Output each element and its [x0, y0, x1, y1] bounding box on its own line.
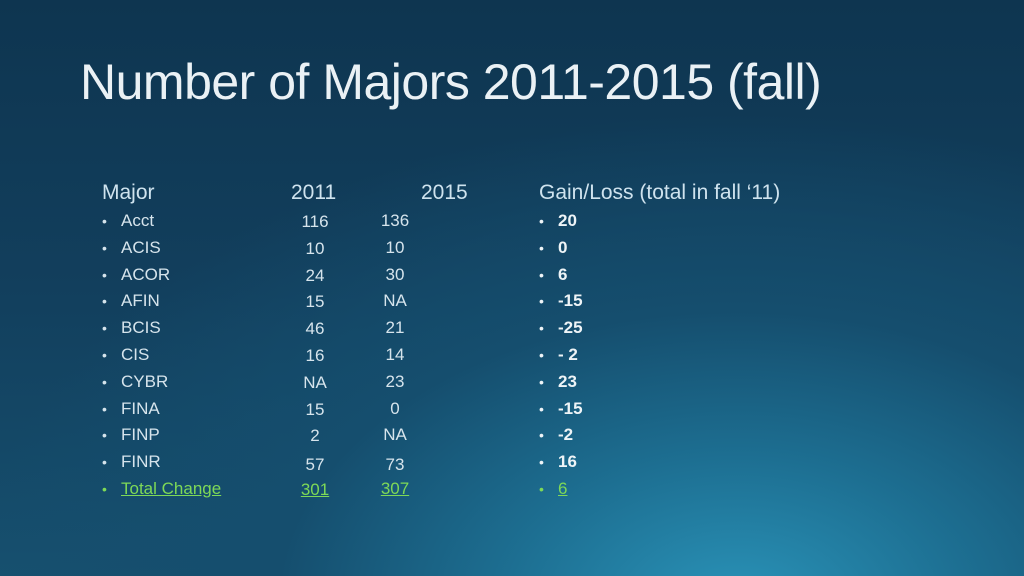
- bullet: •: [539, 427, 544, 444]
- bullet: •: [102, 213, 107, 229]
- bullet: •: [102, 427, 107, 444]
- bullet: •: [102, 293, 107, 310]
- value-2011: 10: [305, 238, 325, 258]
- list-item: • -25: [537, 315, 657, 342]
- slide-title: Number of Majors 2011-2015 (fall): [80, 54, 822, 110]
- total-change-label: Total Change: [121, 478, 222, 498]
- bullet: •: [539, 293, 544, 310]
- major-name: ACOR: [121, 264, 171, 284]
- bullet: •: [102, 454, 107, 471]
- bullet: •: [539, 454, 544, 471]
- bullet: •: [102, 400, 107, 417]
- gain-value: 20: [558, 211, 577, 230]
- value-2015: 30: [385, 264, 405, 284]
- value-2015: 0: [390, 398, 400, 418]
- bullet: •: [539, 239, 544, 256]
- major-name: BCIS: [121, 318, 161, 338]
- value-2015: NA: [383, 425, 407, 445]
- value-2011: 15: [305, 399, 325, 419]
- header-2015: 2015: [421, 181, 468, 204]
- value-2015: 10: [385, 237, 405, 257]
- major-name: Acct: [121, 211, 155, 230]
- value-2015: NA: [383, 291, 407, 311]
- value-2011: 2: [310, 426, 320, 446]
- value-2011: 24: [305, 265, 325, 285]
- bullet: •: [539, 346, 544, 363]
- total-change-row: • Total Change 301 307: [100, 476, 420, 503]
- list-item: • CYBR NA 23: [100, 369, 420, 396]
- gain-value: 23: [558, 371, 577, 391]
- bullet: •: [539, 320, 544, 337]
- gain-loss-list: • 20 • 0 • 6 • -15 • -25 • - 2 • 23 • -1: [537, 208, 657, 503]
- list-item: • AFIN 15 NA: [100, 288, 420, 315]
- list-item: • ACOR 24 30: [100, 262, 420, 289]
- value-2015: 136: [380, 211, 410, 230]
- bullet: •: [102, 239, 107, 256]
- list-item: • BCIS 46 21: [100, 315, 420, 342]
- gain-value: 16: [558, 452, 577, 472]
- major-name: FINR: [121, 452, 161, 472]
- value-2015: 14: [385, 344, 405, 364]
- list-item: • 23: [537, 369, 657, 396]
- gain-value: -25: [558, 318, 583, 338]
- bullet: •: [539, 213, 544, 229]
- bullet: •: [539, 480, 544, 497]
- list-item: • 0: [537, 235, 657, 262]
- bullet: •: [102, 480, 107, 497]
- value-2011: 57: [305, 455, 325, 475]
- major-name: CYBR: [121, 371, 169, 391]
- gain-value: 0: [558, 237, 568, 257]
- list-item: • CIS 16 14: [100, 342, 420, 369]
- major-name: AFIN: [121, 291, 160, 311]
- major-name: FINP: [121, 425, 160, 445]
- total-gain-row: • 6: [537, 476, 657, 503]
- list-item: • 20: [537, 208, 657, 235]
- major-name: ACIS: [121, 237, 161, 257]
- major-name: FINA: [121, 398, 160, 418]
- value-2011: 116: [301, 212, 329, 231]
- value-2015: 23: [385, 371, 405, 391]
- value-2015: 73: [385, 455, 405, 475]
- value-2011: 46: [305, 319, 325, 339]
- value-2011: 15: [305, 292, 325, 312]
- bullet: •: [102, 346, 107, 363]
- list-item: • - 2: [537, 342, 657, 369]
- gain-value: -2: [558, 425, 574, 445]
- gain-value: -15: [558, 398, 583, 418]
- majors-list: • Acct 116 136 • ACIS 10 10 • ACOR 24 30…: [100, 208, 420, 503]
- gain-value: -15: [558, 291, 583, 311]
- value-2011: 16: [305, 345, 325, 365]
- total-gain-value: 6: [558, 478, 568, 498]
- header-2011: 2011: [291, 181, 337, 204]
- list-item: • -15: [537, 288, 657, 315]
- total-2011: 301: [300, 479, 330, 499]
- bullet: •: [539, 373, 544, 390]
- gain-value: - 2: [558, 344, 578, 364]
- header-major: Major: [102, 181, 155, 204]
- total-2015: 307: [380, 478, 410, 498]
- list-item: • 6: [537, 262, 657, 289]
- bullet: •: [102, 373, 107, 390]
- bullet: •: [539, 266, 544, 283]
- major-name: CIS: [121, 344, 150, 364]
- value-2011: NA: [303, 372, 327, 392]
- bullet: •: [539, 400, 544, 417]
- list-item: • FINR 57 73: [100, 449, 420, 476]
- list-item: • FINP 2 NA: [100, 422, 420, 449]
- list-item: • FINA 15 0: [100, 396, 420, 423]
- bullet: •: [102, 266, 107, 283]
- list-item: • ACIS 10 10: [100, 235, 420, 262]
- header-gain-loss: Gain/Loss (total in fall ‘11): [539, 181, 781, 204]
- list-item: • Acct 116 136: [100, 208, 420, 235]
- list-item: • 16: [537, 449, 657, 476]
- list-item: • -2: [537, 422, 657, 449]
- value-2015: 21: [385, 318, 405, 338]
- gain-value: 6: [558, 264, 568, 284]
- bullet: •: [102, 320, 107, 337]
- list-item: • -15: [537, 396, 657, 423]
